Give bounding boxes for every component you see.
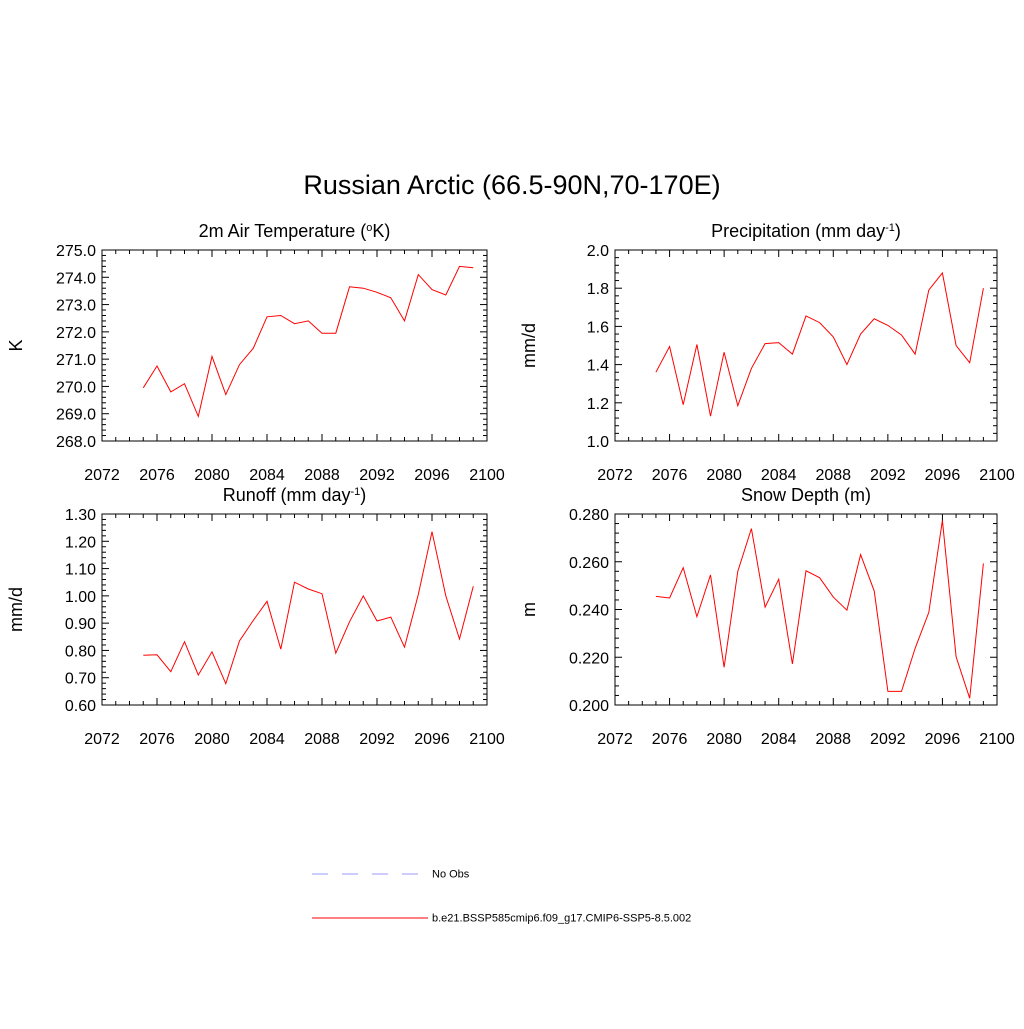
- precipitation-y-tick-label: 1.0: [587, 434, 609, 451]
- runoff-x-tick-label: 2092: [359, 731, 395, 748]
- precipitation-y-tick-label: 1.8: [587, 281, 609, 298]
- runoff-x-tick-label: 2080: [194, 731, 230, 748]
- precipitation-x-tick-label: 2080: [706, 467, 742, 484]
- snow-depth-x-tick-label: 2088: [815, 731, 851, 748]
- precipitation-x-tick-label: 2100: [979, 467, 1015, 484]
- snow-depth-x-tick-label: 2096: [925, 731, 961, 748]
- runoff-x-tick-label: 2076: [139, 731, 175, 748]
- precipitation-x-tick-label: 2072: [597, 467, 633, 484]
- snow-depth-y-axis-label: m: [519, 602, 539, 617]
- panels: 2m Air Temperature (oK) K 2072 2076 2080 2084…: [6, 221, 1015, 748]
- runoff-y-axis-label: mm/d: [6, 587, 26, 632]
- panel-precipitation: Precipitation (mm day-1) mm/d 2072 2076 2080…: [519, 221, 1015, 484]
- precipitation-x-tick-label: 2092: [870, 467, 906, 484]
- snow-depth-x-tick-label: 2092: [870, 731, 906, 748]
- snow-depth-y-tick-label: 0.200: [569, 698, 609, 715]
- precipitation-x-tick-label: 2076: [652, 467, 688, 484]
- runoff-title-superscript: -1: [350, 486, 360, 498]
- runoff-x-tick-label: 2096: [414, 731, 450, 748]
- precipitation-title-superscript: -1: [885, 222, 895, 234]
- snow-depth-title-text: Snow Depth (m): [741, 485, 871, 505]
- temperature-y-tick-label: 269.0: [56, 407, 96, 424]
- precipitation-title-suffix: ): [895, 221, 901, 241]
- snow-depth-title: Snow Depth (m): [741, 485, 871, 505]
- snow-depth-x-tick-label: 2076: [652, 731, 688, 748]
- panel-temperature: 2m Air Temperature (oK) K 2072 2076 2080 2084…: [6, 221, 505, 484]
- main-title: Russian Arctic (66.5-90N,70-170E): [303, 170, 720, 200]
- panel-runoff: Runoff (mm day-1) mm/d 2072 2076 2080 2084 208…: [6, 485, 505, 748]
- runoff-title-suffix: ): [360, 485, 366, 505]
- legend-label: b.e21.BSSP585cmip6.f09_g17.CMIP6-SSP5-8.…: [432, 913, 691, 925]
- temperature-y-tick-label: 275.0: [56, 243, 96, 260]
- temperature-y-tick-label: 270.0: [56, 379, 96, 396]
- legend-item: b.e21.BSSP585cmip6.f09_g17.CMIP6-SSP5-8.…: [312, 913, 691, 925]
- panel-snow-depth: Snow Depth (m) m 2072 2076 2080 2084 2088 2092 2…: [519, 485, 1015, 748]
- temperature-title-superscript: o: [366, 222, 372, 234]
- runoff-series-line: [143, 531, 474, 686]
- temperature-y-tick-label: 272.0: [56, 325, 96, 342]
- legend-item: No Obs: [312, 869, 470, 881]
- snow-depth-x-tick-label: 2080: [706, 731, 742, 748]
- snow-depth-x-tick-label: 2100: [979, 731, 1015, 748]
- temperature-x-tick-label: 2084: [249, 467, 285, 484]
- legend-label: No Obs: [432, 869, 470, 881]
- temperature-x-tick-label: 2072: [84, 467, 120, 484]
- snow-depth-y-tick-label: 0.280: [569, 507, 609, 524]
- snow-depth-y-tick-label: 0.220: [569, 650, 609, 667]
- runoff-y-tick-label: 0.80: [65, 643, 96, 660]
- runoff-title: Runoff (mm day-1): [223, 485, 367, 505]
- runoff-y-tick-label: 1.20: [65, 534, 96, 551]
- temperature-x-tick-label: 2080: [194, 467, 230, 484]
- temperature-plot-frame: [101, 249, 488, 442]
- runoff-y-tick-label: 1.30: [65, 507, 96, 524]
- runoff-y-tick-label: 0.60: [65, 698, 96, 715]
- runoff-x-tick-label: 2084: [249, 731, 285, 748]
- runoff-title-text: Runoff (mm day: [223, 485, 351, 505]
- temperature-x-tick-label: 2100: [469, 467, 505, 484]
- temperature-title-text: 2m Air Temperature (: [199, 221, 367, 241]
- precipitation-y-axis-label: mm/d: [519, 323, 539, 368]
- precipitation-x-tick-label: 2084: [761, 467, 797, 484]
- temperature-y-tick-label: 273.0: [56, 298, 96, 315]
- precipitation-y-tick-label: 1.4: [587, 358, 609, 375]
- runoff-y-tick-label: 0.90: [65, 616, 96, 633]
- precipitation-y-tick-label: 2.0: [587, 243, 609, 260]
- runoff-x-tick-label: 2072: [84, 731, 120, 748]
- runoff-y-tick-label: 0.70: [65, 671, 96, 688]
- legend: No Obs b.e21.BSSP585cmip6.f09_g17.CMIP6-S…: [312, 869, 691, 925]
- temperature-series-line: [142, 265, 474, 419]
- snow-depth-x-tick-label: 2072: [597, 731, 633, 748]
- precipitation-title: Precipitation (mm day-1): [711, 221, 901, 241]
- temperature-y-axis-label: K: [6, 339, 26, 351]
- runoff-x-tick-label: 2088: [304, 731, 340, 748]
- runoff-x-tick-label: 2100: [469, 731, 505, 748]
- snow-depth-plot-frame: [614, 513, 998, 706]
- temperature-x-tick-label: 2096: [414, 467, 450, 484]
- temperature-y-tick-label: 271.0: [56, 352, 96, 369]
- temperature-y-tick-label: 274.0: [56, 270, 96, 287]
- snow-depth-y-tick-label: 0.260: [569, 555, 609, 572]
- temperature-y-tick-label: 268.0: [56, 434, 96, 451]
- precipitation-title-text: Precipitation (mm day: [711, 221, 885, 241]
- snow-depth-x-tick-label: 2084: [761, 731, 797, 748]
- runoff-y-tick-label: 1.00: [65, 589, 96, 606]
- runoff-y-tick-label: 1.10: [65, 562, 96, 579]
- temperature-x-tick-label: 2076: [139, 467, 175, 484]
- temperature-title: 2m Air Temperature (oK): [199, 221, 391, 241]
- precipitation-x-tick-label: 2096: [925, 467, 961, 484]
- temperature-x-tick-label: 2092: [359, 467, 395, 484]
- precipitation-y-tick-label: 1.6: [587, 319, 609, 336]
- snow-depth-y-tick-label: 0.240: [569, 603, 609, 620]
- precipitation-plot-frame: [614, 249, 998, 442]
- snow-depth-series-line: [655, 520, 984, 699]
- precipitation-y-tick-label: 1.2: [587, 396, 609, 413]
- precipitation-x-tick-label: 2088: [815, 467, 851, 484]
- precipitation-series-line: [655, 271, 984, 417]
- temperature-title-suffix: K): [372, 221, 390, 241]
- temperature-x-tick-label: 2088: [304, 467, 340, 484]
